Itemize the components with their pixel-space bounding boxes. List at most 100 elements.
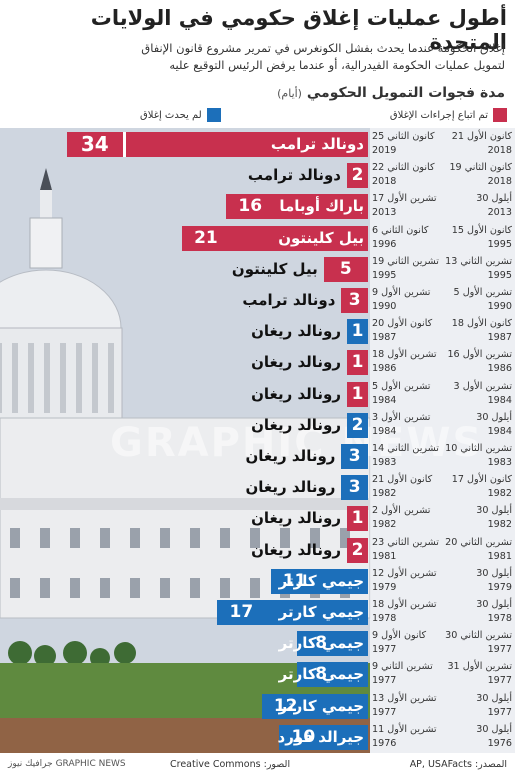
president-name: رونالد ريغان <box>251 540 341 559</box>
chart-row: 6 كانون الثاني 15 كانون الأول 1996 1995 21 بي… <box>0 223 515 254</box>
end-date: 18 تشرين الأول <box>372 599 437 610</box>
end-year: 2019 <box>372 145 397 156</box>
president-name: رونالد ريغان <box>251 322 341 341</box>
date-range: 6 كانون الثاني 15 كانون الأول 1996 1995 <box>372 224 512 252</box>
duration-value: 1 <box>347 319 368 345</box>
date-range: 17 تشرين الأول 30 أيلول 2013 2013 <box>372 192 512 220</box>
end-date: 21 كانون الأول <box>372 474 433 486</box>
duration-bar <box>279 724 368 750</box>
subtitle: إغلاق الحكومة عندما يحدث بفشل الكونغرس ف… <box>65 40 505 74</box>
date-range: 23 تشرين الثاني 20 تشرين الثاني 1981 1981 <box>372 536 512 564</box>
end-date: 20 كانون الأول <box>372 318 433 330</box>
date-line-days: 6 كانون الثاني 15 كانون الأول <box>372 224 512 238</box>
date-range: 18 تشرين الأول 16 تشرين الأول 1986 1986 <box>372 348 512 376</box>
president-name: جيمي كارتر <box>278 696 364 715</box>
start-year: 1995 <box>487 238 512 250</box>
chart-row: 11 تشرين الأول 30 أيلول 1976 1976 10 جيرالد ف… <box>0 722 515 753</box>
duration-value: 16 <box>238 196 263 217</box>
date-line-days: 21 كانون الأول 17 كانون الأول <box>372 473 512 487</box>
duration-value: 2 <box>347 163 368 189</box>
start-date: 30 تشرين الثاني <box>445 630 512 642</box>
date-range: 11 تشرين الأول 30 أيلول 1976 1976 <box>372 723 512 751</box>
end-year: 1983 <box>372 457 397 468</box>
subtitle-line-1: إغلاق الحكومة عندما يحدث بفشل الكونغرس ف… <box>141 41 505 55</box>
start-year: 2018 <box>487 176 512 188</box>
date-range: 19 تشرين الثاني 13 تشرين الثاني 1995 1995 <box>372 255 512 283</box>
watermark-text: GRAPHIC NEWS <box>110 420 484 466</box>
president-name: باراك أوباما <box>279 197 364 216</box>
header: أطول عمليات إغلاق حكومي في الولايات المت… <box>0 0 515 128</box>
duration-bar <box>261 693 368 719</box>
start-date: 20 تشرين الثاني <box>445 536 512 548</box>
date-line-days: 3 تشرين الأول 30 أيلول <box>372 411 512 425</box>
date-line-days: 9 تشرين الأول 5 تشرين الأول <box>372 286 512 300</box>
end-year: 1979 <box>372 581 397 593</box>
end-year: 1984 <box>372 425 397 437</box>
duration-bar <box>270 568 368 594</box>
end-date: 11 تشرين الأول <box>372 723 437 735</box>
start-year: 1984 <box>487 425 512 437</box>
date-range: 18 تشرين الأول 30 أيلول 1978 1978 <box>372 598 512 626</box>
president-name: دونالد ترامب <box>247 166 341 185</box>
date-line-years: 1984 1984 <box>372 425 512 439</box>
date-line-days: 18 تشرين الأول 30 أيلول <box>372 598 512 612</box>
duration-bar <box>297 631 368 657</box>
chart-row: 20 كانون الأول 18 كانون الأول 1987 1987 1 رون… <box>0 316 515 347</box>
date-line-days: 9 تشرين الثاني 31 تشرين الأول <box>372 660 512 674</box>
start-date: 30 أيلول <box>476 193 512 205</box>
president-name: رونالد ريغان <box>251 353 341 372</box>
president-name: جيمي كارتر <box>278 634 364 653</box>
start-year: 1976 <box>487 737 512 749</box>
date-line-years: 2019 2018 <box>372 144 512 158</box>
date-line-years: 1981 1981 <box>372 550 512 564</box>
duration-value: 2 <box>347 412 368 438</box>
end-year: 1990 <box>372 301 397 312</box>
date-line-years: 1987 1987 <box>372 331 512 345</box>
president-name: رونالد ريغان <box>251 415 341 434</box>
date-range: 9 كانون الأول 30 تشرين الثاني 1977 1977 <box>372 629 512 657</box>
start-year: 1982 <box>487 488 512 500</box>
end-year: 1977 <box>372 675 397 687</box>
end-date: 22 كانون الثاني <box>372 162 435 174</box>
duration-value: 2 <box>347 537 368 563</box>
date-range: 12 تشرين الأول 30 أيلول 1979 1979 <box>372 567 512 595</box>
chart-row: 18 تشرين الأول 16 تشرين الأول 1986 1986 1 رون… <box>0 347 515 378</box>
start-year: 1984 <box>487 394 512 406</box>
chart-row: 25 كانون الثاني 21 كانون الأول 2019 2018 34 د… <box>0 129 515 160</box>
legend-no-shutdown: لم يحدث إغلاق <box>140 108 221 122</box>
date-line-days: 19 تشرين الثاني 13 تشرين الثاني <box>372 255 512 269</box>
end-year: 1976 <box>372 737 397 749</box>
start-date: 30 أيلول <box>476 723 512 735</box>
duration-value: 1 <box>347 506 368 532</box>
start-year: 1982 <box>487 519 512 531</box>
end-date: 12 تشرين الأول <box>372 567 437 579</box>
end-date: 19 تشرين الثاني <box>372 255 439 267</box>
start-year: 2018 <box>487 145 512 156</box>
start-date: 30 أيلول <box>476 567 512 579</box>
duration-value: 8 <box>315 664 328 685</box>
start-date: 30 أيلول <box>476 411 512 423</box>
end-year: 1984 <box>372 394 397 406</box>
chart-row: 19 تشرين الثاني 13 تشرين الثاني 1995 1995 5 ب… <box>0 254 515 285</box>
start-year: 1981 <box>487 550 512 562</box>
duration-bar <box>297 662 368 688</box>
date-line-days: 5 تشرين الأول 3 تشرين الأول <box>372 380 512 394</box>
dates-panel <box>370 128 515 753</box>
president-name: جيرالد فورد <box>277 727 364 746</box>
end-date: 9 كانون الأول <box>372 630 427 642</box>
duration-value: 34 <box>80 132 109 156</box>
date-line-years: 1996 1995 <box>372 238 512 252</box>
date-line-days: 14 تشرين الثاني 10 تشرين الثاني <box>372 442 512 456</box>
start-date: 30 أيلول <box>476 599 512 610</box>
president-name: رونالد ريغان <box>251 384 341 403</box>
chart-row: 21 كانون الأول 17 كانون الأول 1982 1982 3 رون… <box>0 472 515 503</box>
date-range: 2 تشرين الأول 30 أيلول 1982 1982 <box>372 504 512 532</box>
date-line-years: 1977 1977 <box>372 674 512 688</box>
bar-divider <box>122 132 126 157</box>
legend-no-shutdown-swatch <box>206 108 221 122</box>
start-year: 1987 <box>487 332 512 344</box>
duration-value: 11 <box>282 570 307 591</box>
date-line-years: 1978 1978 <box>372 612 512 626</box>
date-line-years: 1984 1984 <box>372 394 512 408</box>
chart-row: 2 تشرين الأول 30 أيلول 1982 1982 1 رونالد ريغ… <box>0 503 515 534</box>
